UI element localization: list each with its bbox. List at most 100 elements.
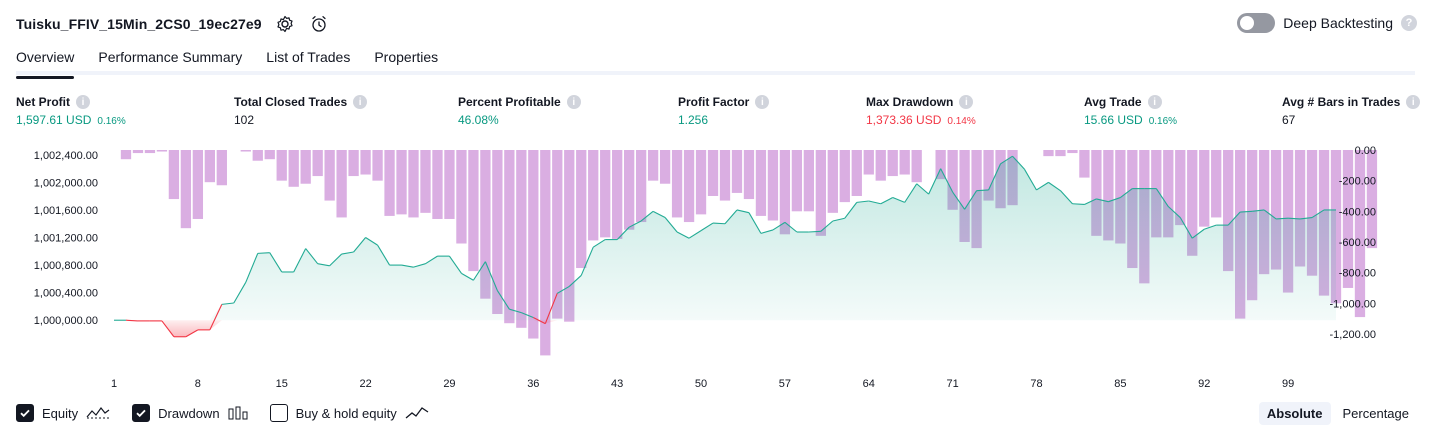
equity-negative-fill <box>114 320 1336 337</box>
drawdown-bar <box>360 150 370 175</box>
drawdown-checkbox[interactable] <box>132 404 150 422</box>
equity-segment <box>1276 218 1288 219</box>
info-icon[interactable]: i <box>959 95 973 109</box>
drawdown-bar <box>205 150 215 182</box>
alarm-clock-icon[interactable] <box>308 13 330 35</box>
drawdown-bar <box>396 150 406 214</box>
x-axis: 1 8 15 22 29 36 43 50 57 64 71 78 85 92 99 <box>111 378 1294 390</box>
x-axis-tick: 64 <box>863 378 875 390</box>
equity-segment <box>1072 204 1084 205</box>
right-axis-tick: -1,200.00 <box>1330 329 1376 341</box>
drawdown-bar <box>648 150 658 181</box>
stat-value: 15.66 USD <box>1084 113 1143 127</box>
drawdown-bar <box>576 150 586 268</box>
drawdown-bar <box>157 150 167 152</box>
equity-drawdown-chart[interactable]: 1,002,400.00 1,002,000.00 1,001,600.00 1,00… <box>0 140 1431 398</box>
tab-properties[interactable]: Properties <box>374 47 438 75</box>
mode-percentage[interactable]: Percentage <box>1335 402 1418 425</box>
stat-avg-trade: Avg Trade i 15.66 USD 0.16% <box>1084 94 1177 127</box>
right-axis-tick: -200.00 <box>1339 176 1376 188</box>
tab-overview[interactable]: Overview <box>16 47 74 75</box>
drawdown-bar <box>708 150 718 196</box>
x-axis-tick: 85 <box>1114 378 1126 390</box>
left-axis-tick: 1,000,000.00 <box>34 315 98 327</box>
equity-segment <box>713 223 725 224</box>
drawdown-bar <box>277 150 287 181</box>
deep-backtesting-label: Deep Backtesting <box>1283 15 1393 31</box>
x-axis-tick: 29 <box>443 378 455 390</box>
settings-icon[interactable] <box>274 13 296 35</box>
stat-label: Percent Profitable <box>458 95 561 109</box>
x-axis-tick: 99 <box>1282 378 1294 390</box>
deep-backtesting: Deep Backtesting ? <box>1237 13 1417 33</box>
drawdown-bar <box>336 150 346 217</box>
stat-percent-profitable: Percent Profitable i 46.08% <box>458 94 581 127</box>
drawdown-bar <box>864 150 874 175</box>
x-axis-tick: 8 <box>195 378 201 390</box>
stat-value: 1.256 <box>678 113 708 127</box>
drawdown-bar <box>876 150 886 181</box>
drawdown-bar <box>660 150 670 184</box>
equity-segment <box>977 190 989 191</box>
stat-max-drawdown: Max Drawdown i 1,373.36 USD 0.14% <box>866 94 976 127</box>
stat-percent: 0.16% <box>1149 116 1177 127</box>
stat-value: 1,373.36 USD <box>866 113 941 127</box>
chart-legend: Equity Drawdown Buy & hold equity <box>16 404 429 422</box>
mode-absolute[interactable]: Absolute <box>1259 402 1331 425</box>
info-icon[interactable]: i <box>1406 95 1420 109</box>
drawdown-bar <box>468 150 478 271</box>
stat-net-profit: Net Profit i 1,597.61 USD 0.16% <box>16 94 126 127</box>
drawdown-bar <box>384 150 394 216</box>
tab-list-of-trades[interactable]: List of Trades <box>266 47 350 75</box>
buy-hold-icon <box>405 406 429 420</box>
deep-backtesting-toggle[interactable] <box>1237 13 1275 33</box>
legend-label: Drawdown <box>158 406 219 421</box>
stat-label: Avg # Bars in Trades <box>1282 95 1400 109</box>
equity-segment <box>258 253 270 254</box>
drawdown-bar <box>1079 150 1089 178</box>
buy-hold-checkbox[interactable] <box>270 404 288 422</box>
drawdown-bar <box>816 150 826 236</box>
stat-label: Max Drawdown <box>866 95 953 109</box>
right-axis-tick: 0.00 <box>1355 145 1376 157</box>
stat-total-closed-trades: Total Closed Trades i 102 <box>234 94 367 127</box>
drawdown-bar <box>720 150 730 201</box>
drawdown-bar <box>840 150 850 202</box>
left-axis-tick: 1,000,800.00 <box>34 260 98 272</box>
legend-buy-hold[interactable]: Buy & hold equity <box>270 404 429 422</box>
info-icon[interactable]: i <box>755 95 769 109</box>
info-icon[interactable]: i <box>567 95 581 109</box>
drawdown-bar <box>588 150 598 240</box>
info-icon[interactable]: i <box>1148 95 1162 109</box>
drawdown-bar <box>313 150 323 176</box>
strategy-header: Tuisku_FFIV_15Min_2CS0_19ec27e9 <box>16 12 330 36</box>
info-icon[interactable]: i <box>76 95 90 109</box>
stat-value: 1,597.61 USD <box>16 113 91 127</box>
x-axis-tick: 50 <box>695 378 707 390</box>
x-axis-tick: 78 <box>1030 378 1042 390</box>
drawdown-bar <box>768 150 778 221</box>
drawdown-bar <box>181 150 191 228</box>
legend-drawdown[interactable]: Drawdown <box>132 404 247 422</box>
stat-value: 46.08% <box>458 113 499 127</box>
drawdown-bar <box>193 150 203 219</box>
equity-segment <box>1240 211 1252 212</box>
equity-checkbox[interactable] <box>16 404 34 422</box>
drawdown-bar <box>432 150 442 219</box>
x-axis-tick: 15 <box>276 378 288 390</box>
stat-profit-factor: Profit Factor i 1.256 <box>678 94 769 127</box>
stat-avg-bars-in-trades: Avg # Bars in Trades i 67 <box>1282 94 1420 127</box>
drawdown-bar <box>324 150 334 201</box>
drawdown-bar <box>912 150 922 182</box>
info-icon[interactable]: i <box>353 95 367 109</box>
tab-bar: Overview Performance Summary List of Tra… <box>16 47 1415 75</box>
legend-equity[interactable]: Equity <box>16 404 110 422</box>
drawdown-bar <box>756 150 766 216</box>
stat-label: Net Profit <box>16 95 70 109</box>
tab-performance-summary[interactable]: Performance Summary <box>98 47 242 75</box>
equity-segment <box>126 320 138 321</box>
help-icon[interactable]: ? <box>1401 15 1417 31</box>
drawdown-bar <box>241 150 251 152</box>
x-axis-tick: 22 <box>359 378 371 390</box>
drawdown-bar <box>744 150 754 199</box>
